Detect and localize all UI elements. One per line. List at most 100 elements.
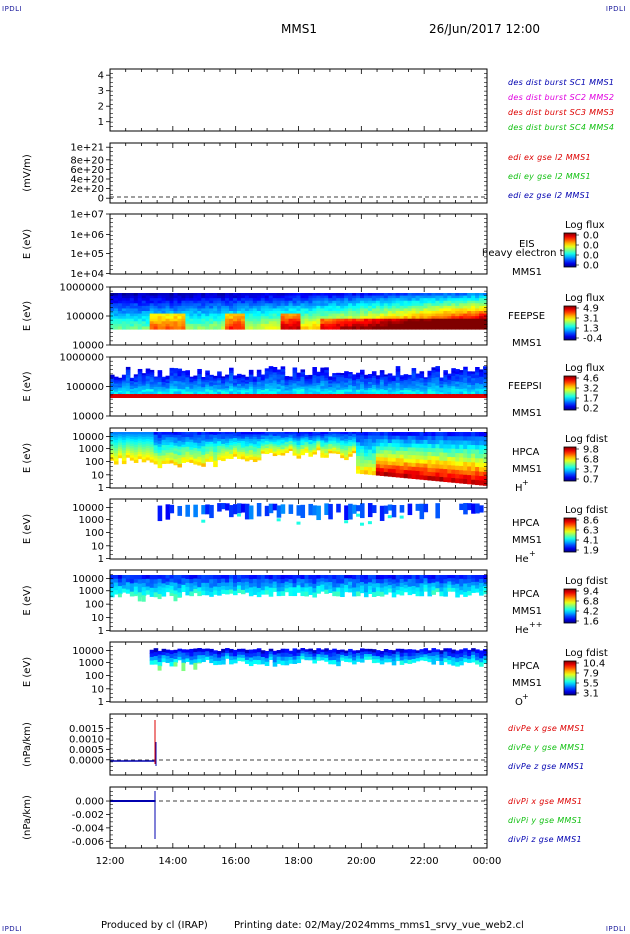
colorbar-title: Log fdist (565, 505, 608, 516)
colorbar-tick-label: 8.6 (583, 516, 599, 527)
colorbar-title: Log flux (565, 293, 605, 304)
colorbar-tick-label: 1.9 (583, 546, 599, 557)
time-tick-label: 00:00 (473, 856, 502, 867)
spacecraft-label: MMS1 (512, 464, 542, 475)
colorbar-tick-label: 6.8 (583, 597, 599, 608)
datetime-title: 26/Jun/2017 12:00 (429, 22, 541, 36)
colorbar-tick-label: 1.7 (583, 394, 599, 405)
colorbar (563, 588, 577, 624)
instrument-label: EIS (519, 239, 535, 250)
ytick-label: 1e+04 (70, 269, 104, 280)
ytick-label: 0.0000 (69, 755, 104, 766)
colorbar-tick-label: 9.8 (583, 445, 599, 456)
colorbar-tick-label: 0.0 (583, 251, 599, 262)
legend-entry: des dist burst SC2 MMS2 (508, 93, 614, 102)
instrument-label: HPCA (512, 661, 540, 672)
colorbar-tick-label: 4.6 (583, 374, 599, 385)
colorbar-title: Log fdist (565, 576, 608, 587)
mission-title: MMS1 (281, 22, 317, 36)
ytick-label: 10000 (72, 432, 104, 443)
colorbar (563, 375, 577, 411)
legend-entry: des dist burst SC3 MMS3 (508, 108, 614, 117)
ytick-label: 10000 (72, 646, 104, 657)
colorbar-tick-label: 0.2 (583, 404, 599, 415)
colorbar-tick-label: 6.8 (583, 455, 599, 466)
panel-frame (109, 786, 488, 849)
ytick-label: 4 (98, 71, 104, 82)
ytick-label: 100 (85, 600, 104, 611)
time-tick-label: 16:00 (221, 856, 250, 867)
colorbar-tick-label: 0.0 (583, 231, 599, 242)
colorbar (563, 660, 577, 696)
panel-frame (109, 713, 488, 776)
ytick-label: 4e+20 (70, 175, 104, 186)
species-charge: ++ (529, 620, 542, 629)
y-axis-title: (nPa/km) (22, 722, 33, 767)
ytick-label: 1e+05 (70, 249, 104, 260)
overlay-text: heavy electron to (482, 248, 570, 259)
y-axis-title: E (eV) (22, 301, 33, 331)
corner-label-bottom-right: IPDLI (605, 925, 626, 933)
instrument-label: FEEPSI (508, 381, 542, 392)
ytick-label: 100000 (66, 312, 104, 323)
ytick-label: 0 (98, 194, 104, 205)
legend-entry: divPi z gse MMS1 (508, 835, 582, 844)
y-axis-title: E (eV) (22, 371, 33, 401)
instrument-label: HPCA (512, 518, 540, 529)
footer-script-name: mms_mms1_srvy_vue_web2.cl (370, 920, 524, 931)
ytick-label: 10 (91, 613, 104, 624)
ytick-label: 100000 (66, 382, 104, 393)
instrument-label: FEEPSE (508, 311, 545, 322)
legend-entry: des dist burst SC1 MMS1 (508, 78, 614, 87)
spacecraft-label: MMS1 (512, 408, 542, 419)
colorbar (563, 446, 577, 482)
ytick-label: 1e+07 (70, 210, 104, 221)
summary-plot: 1 2 3 4 des dist burst SC1 MMS1 des dist burs… (22, 68, 614, 867)
ytick-label: 1 (98, 117, 104, 128)
colorbar-tick-label: 3.2 (583, 384, 599, 395)
y-axis-title: E (eV) (22, 443, 33, 473)
ytick-label: 10 (91, 470, 104, 481)
colorbar-tick-label: 6.3 (583, 526, 599, 537)
spacecraft-label: MMS1 (512, 338, 542, 349)
ytick-label: 2 (98, 102, 104, 113)
ytick-label: 10000 (72, 574, 104, 585)
legend-entry: divPi x gse MMS1 (508, 797, 582, 806)
ytick-label: 100 (85, 671, 104, 682)
legend-entry: edi ex gse l2 MMS1 (508, 153, 591, 162)
colorbar-tick-label: 0.0 (583, 241, 599, 252)
ytick-label: 1000 (79, 444, 104, 455)
ytick-label: 1e+21 (70, 143, 104, 154)
colorbar-tick-label: 1.3 (583, 324, 599, 335)
panel-frame (109, 68, 488, 132)
ytick-label: 1e+06 (70, 230, 104, 241)
ytick-label: 0.0015 (69, 724, 104, 735)
ytick-label: 0.000 (75, 797, 104, 808)
ytick-label: -0.002 (72, 810, 104, 821)
ytick-label: 10000 (72, 503, 104, 514)
ytick-label: 1000 (79, 515, 104, 526)
panel-des: 1 2 3 4 des dist burst SC1 MMS1 des dist burs… (98, 68, 614, 132)
instrument-label: HPCA (512, 589, 540, 600)
ytick-label: -0.006 (72, 837, 104, 848)
panel-frame (109, 213, 488, 275)
y-axis-title: (mV/m) (22, 154, 33, 192)
spacecraft-label: MMS1 (512, 606, 542, 617)
ytick-label: 1 (98, 697, 104, 708)
colorbar-tick-label: 4.9 (583, 304, 599, 315)
colorbar-tick-label: 4.1 (583, 536, 599, 547)
time-tick-label: 18:00 (284, 856, 313, 867)
instrument-label: HPCA (512, 447, 540, 458)
colorbar-tick-label: 3.1 (583, 314, 599, 325)
footer-printing-date: Printing date: 02/May/2024 (234, 920, 371, 931)
ytick-label: 1 (98, 554, 104, 565)
y-axis-title: (nPa/km) (22, 795, 33, 840)
ytick-label: 1000000 (59, 283, 104, 294)
colorbar-title: Log fdist (565, 648, 608, 659)
y-axis-title: E (eV) (22, 229, 33, 259)
ytick-label: 6e+20 (70, 165, 104, 176)
